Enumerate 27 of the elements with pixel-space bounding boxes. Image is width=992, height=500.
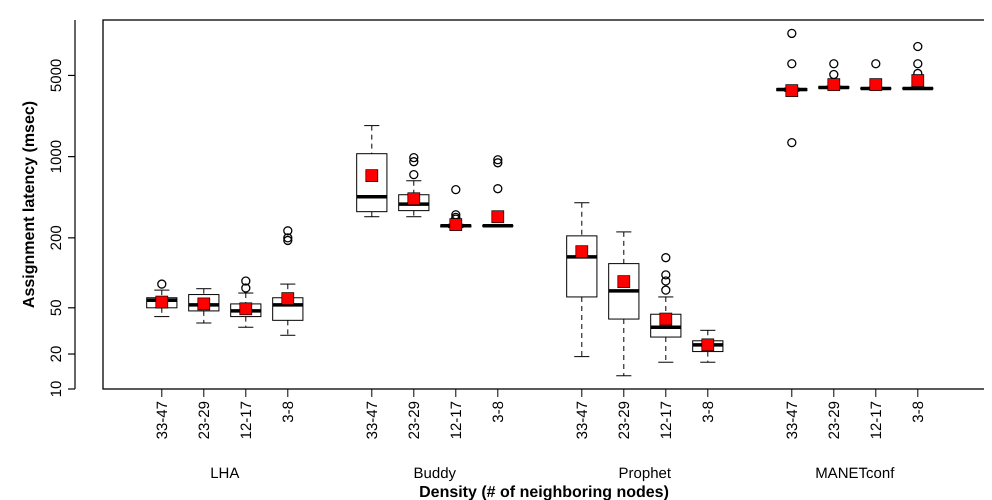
text: Prophet — [618, 465, 672, 482]
x-tick-label: 12-17 — [448, 401, 465, 440]
y-axis-title: Assignment latency (msec) — [21, 100, 38, 308]
x-tick-label: 23-29 — [196, 401, 213, 440]
x-tick-label: 23-29 — [616, 401, 633, 440]
y-tick-label: 200 — [48, 225, 65, 250]
y-tick-label: 5000 — [48, 58, 65, 92]
x-tick-label: 23-29 — [826, 401, 843, 440]
x-tick-label: 33-47 — [784, 401, 801, 440]
x-tick-label: 3-8 — [700, 401, 717, 423]
x-tick-label: 33-47 — [364, 401, 381, 440]
text: LHA — [210, 465, 240, 482]
x-tick-label: 3-8 — [490, 401, 507, 423]
text: MANETconf — [815, 465, 896, 482]
y-tick-label: 50 — [48, 299, 65, 316]
x-tick-label: 3-8 — [910, 401, 927, 423]
x-tick-label: 3-8 — [280, 401, 297, 423]
x-tick-label: 33-47 — [574, 401, 591, 440]
x-tick-label: 33-47 — [154, 401, 171, 440]
x-tick-label: 23-29 — [406, 401, 423, 440]
x-tick-label: 12-17 — [238, 401, 255, 440]
x-tick-label: 12-17 — [868, 401, 885, 440]
y-tick-label: 20 — [48, 346, 65, 362]
text: Buddy — [414, 465, 457, 482]
y-tick-label: 10 — [48, 380, 65, 398]
x-tick-label: 12-17 — [658, 401, 675, 440]
y-tick-label: 1000 — [48, 140, 65, 174]
